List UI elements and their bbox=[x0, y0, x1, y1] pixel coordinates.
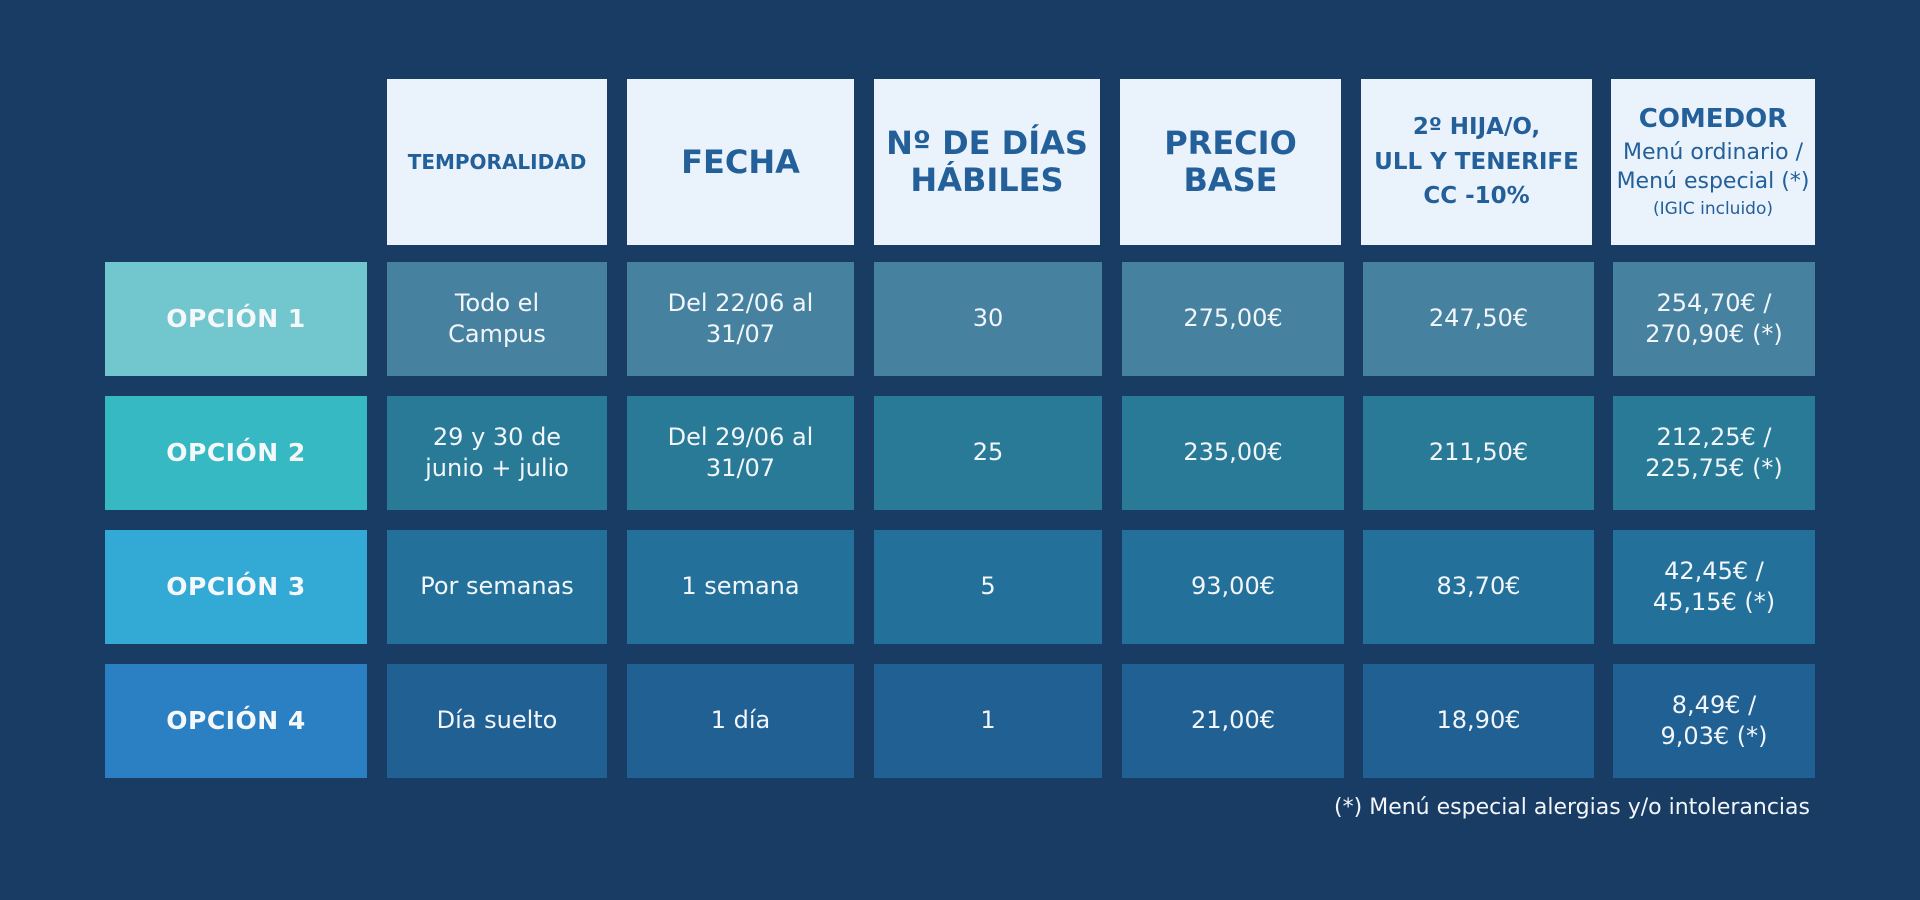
option-4-label: OPCIÓN 4 bbox=[105, 664, 367, 778]
row-4-dias: 1 bbox=[874, 664, 1102, 778]
row-3-descuento: 83,70€ bbox=[1363, 530, 1594, 644]
header-dias: Nº DE DÍAS HÁBILES bbox=[874, 79, 1100, 245]
row-4-precio-text: 21,00€ bbox=[1191, 706, 1275, 735]
header-fecha: FECHA bbox=[627, 79, 854, 245]
header-fecha-label: FECHA bbox=[681, 143, 800, 181]
row-1-descuento: 247,50€ bbox=[1363, 262, 1594, 376]
row-4-fecha-text: 1 día bbox=[710, 706, 771, 735]
row-3-precio: 93,00€ bbox=[1122, 530, 1344, 644]
row-3-temporalidad: Por semanas bbox=[387, 530, 607, 644]
row-4-descuento-text: 18,90€ bbox=[1436, 706, 1521, 735]
row-3-comedor-text: 42,45€ / 45,15€ (*) bbox=[1652, 556, 1776, 616]
row-4-temporalidad-text: Día suelto bbox=[436, 706, 558, 735]
header-temporalidad-label: TEMPORALIDAD bbox=[407, 149, 587, 174]
row-1-comedor-text: 254,70€ / 270,90€ (*) bbox=[1645, 288, 1783, 348]
row-3-precio-text: 93,00€ bbox=[1191, 572, 1275, 601]
row-2-dias-text: 25 bbox=[972, 438, 1004, 467]
row-3-temporalidad-text: Por semanas bbox=[420, 572, 574, 601]
header-comedor-title: COMEDOR bbox=[1638, 104, 1788, 135]
option-2-text: OPCIÓN 2 bbox=[166, 438, 306, 468]
row-1-comedor: 254,70€ / 270,90€ (*) bbox=[1613, 262, 1815, 376]
header-descuento: 2º HIJA/O, ULL Y TENERIFE CC -10% bbox=[1361, 79, 1592, 245]
row-2-fecha: Del 29/06 al 31/07 bbox=[627, 396, 854, 510]
row-4-comedor-text: 8,49€ / 9,03€ (*) bbox=[1660, 690, 1768, 750]
option-3-text: OPCIÓN 3 bbox=[166, 572, 306, 602]
row-2-fecha-text: Del 29/06 al 31/07 bbox=[667, 422, 814, 482]
header-descuento-label: 2º HIJA/O, ULL Y TENERIFE CC -10% bbox=[1374, 114, 1579, 210]
row-1-dias-text: 30 bbox=[972, 304, 1004, 333]
row-1-precio-text: 275,00€ bbox=[1183, 304, 1283, 333]
row-4-fecha: 1 día bbox=[627, 664, 854, 778]
row-4-temporalidad: Día suelto bbox=[387, 664, 607, 778]
footnote: (*) Menú especial alergias y/o intoleran… bbox=[1334, 795, 1810, 820]
header-dias-label: Nº DE DÍAS HÁBILES bbox=[886, 124, 1088, 199]
header-precio-label: PRECIO BASE bbox=[1164, 124, 1297, 199]
header-comedor-note: (IGIC incluido) bbox=[1653, 198, 1773, 219]
row-1-descuento-text: 247,50€ bbox=[1428, 304, 1529, 333]
option-4-text: OPCIÓN 4 bbox=[166, 706, 306, 736]
row-1-temporalidad-text: Todo el Campus bbox=[448, 288, 546, 348]
row-1-fecha: Del 22/06 al 31/07 bbox=[627, 262, 854, 376]
row-2-precio: 235,00€ bbox=[1122, 396, 1344, 510]
row-1-fecha-text: Del 22/06 al 31/07 bbox=[667, 288, 814, 348]
option-1-label: OPCIÓN 1 bbox=[105, 262, 367, 376]
row-4-precio: 21,00€ bbox=[1122, 664, 1344, 778]
row-2-temporalidad-text: 29 y 30 de junio + julio bbox=[425, 422, 569, 482]
row-2-descuento-text: 211,50€ bbox=[1428, 438, 1529, 467]
row-3-descuento-text: 83,70€ bbox=[1436, 572, 1521, 601]
row-3-dias: 5 bbox=[874, 530, 1102, 644]
row-2-comedor-text: 212,25€ / 225,75€ (*) bbox=[1645, 422, 1783, 482]
row-2-descuento: 211,50€ bbox=[1363, 396, 1594, 510]
row-1-precio: 275,00€ bbox=[1122, 262, 1344, 376]
row-4-descuento: 18,90€ bbox=[1363, 664, 1594, 778]
row-1-dias: 30 bbox=[874, 262, 1102, 376]
header-precio: PRECIO BASE bbox=[1120, 79, 1341, 245]
option-1-text: OPCIÓN 1 bbox=[166, 304, 306, 334]
row-3-dias-text: 5 bbox=[980, 572, 996, 601]
row-3-fecha: 1 semana bbox=[627, 530, 854, 644]
header-temporalidad: TEMPORALIDAD bbox=[387, 79, 607, 245]
option-3-label: OPCIÓN 3 bbox=[105, 530, 367, 644]
row-2-comedor: 212,25€ / 225,75€ (*) bbox=[1613, 396, 1815, 510]
row-3-fecha-text: 1 semana bbox=[681, 572, 800, 601]
option-2-label: OPCIÓN 2 bbox=[105, 396, 367, 510]
row-1-temporalidad: Todo el Campus bbox=[387, 262, 607, 376]
row-4-comedor: 8,49€ / 9,03€ (*) bbox=[1613, 664, 1815, 778]
row-2-dias: 25 bbox=[874, 396, 1102, 510]
row-2-precio-text: 235,00€ bbox=[1183, 438, 1283, 467]
row-3-comedor: 42,45€ / 45,15€ (*) bbox=[1613, 530, 1815, 644]
row-2-temporalidad: 29 y 30 de junio + julio bbox=[387, 396, 607, 510]
header-comedor-subtitle: Menú ordinario / Menú especial (*) bbox=[1616, 139, 1810, 195]
row-4-dias-text: 1 bbox=[980, 706, 996, 735]
header-comedor: COMEDOR Menú ordinario / Menú especial (… bbox=[1611, 79, 1815, 245]
